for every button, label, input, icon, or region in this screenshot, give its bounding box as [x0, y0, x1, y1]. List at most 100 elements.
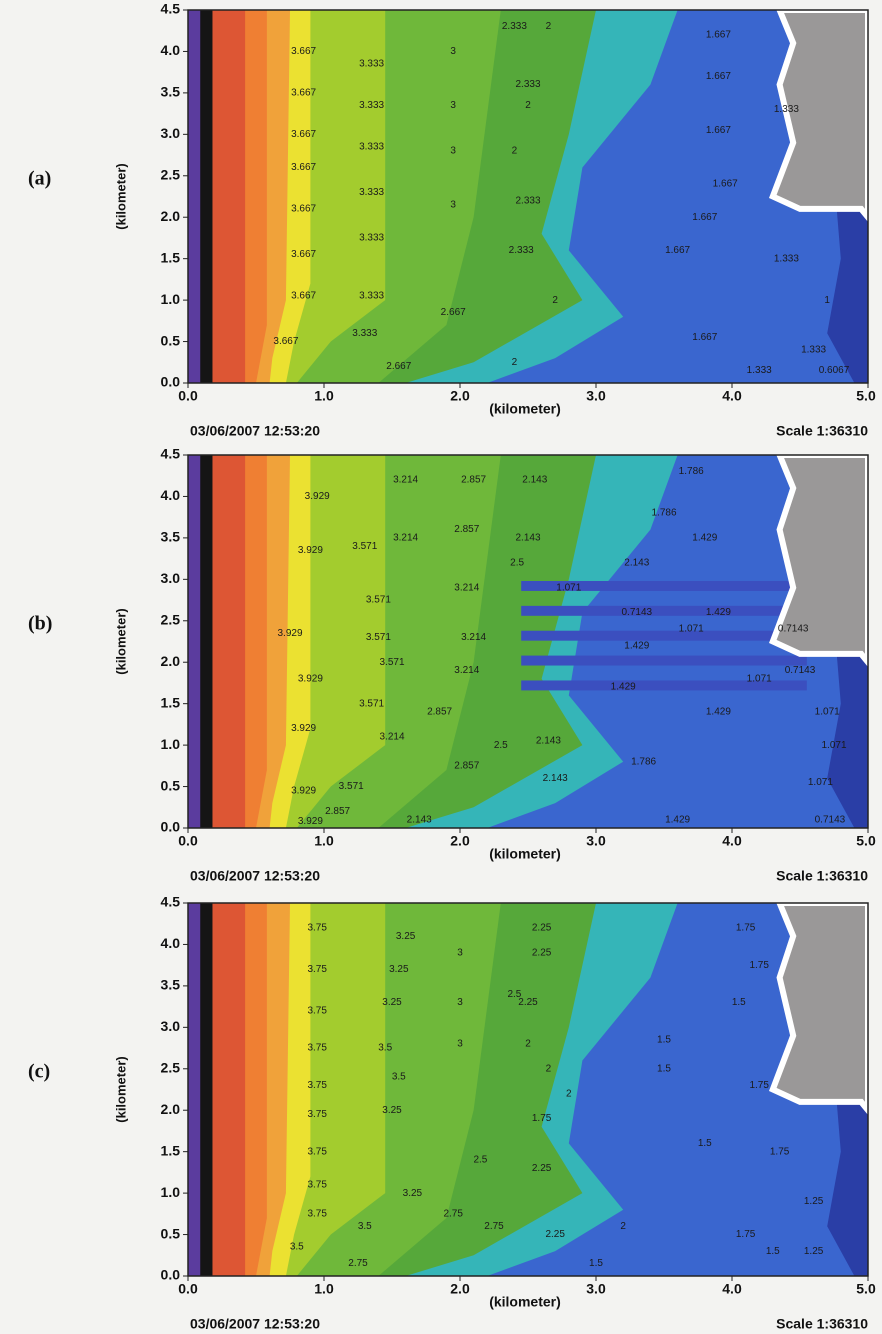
y-tick-label: 1.0 [161, 291, 181, 307]
contour-label: 2.857 [427, 707, 452, 718]
contour-label: 3.214 [379, 731, 404, 742]
contour-label: 1.786 [651, 508, 676, 519]
stripe [521, 606, 807, 616]
contour-label: 2.857 [461, 475, 486, 486]
contour-label: 1.667 [713, 179, 738, 190]
y-tick-label: 0.0 [161, 819, 181, 835]
contour-label: 0.6067 [819, 365, 850, 376]
contour-label: 3.929 [298, 545, 323, 556]
panel-label: (a) [28, 168, 51, 190]
y-tick-label: 3.0 [161, 125, 181, 141]
contour-label: 2.143 [624, 557, 649, 568]
contour-label: 1.5 [657, 1063, 671, 1074]
x-tick-label: 0.0 [178, 388, 198, 404]
contour-field [188, 455, 868, 828]
contour-label: 3.667 [291, 88, 316, 99]
contour-label: 2.143 [536, 736, 561, 747]
contour-label: 1.429 [706, 707, 731, 718]
x-tick-label: 3.0 [586, 833, 606, 849]
contour-label: 3.667 [291, 291, 316, 302]
contour-label: 2.143 [522, 475, 547, 486]
y-axis-label: (kilometer) [113, 608, 128, 674]
contour-label: 3.5 [358, 1221, 372, 1232]
contour-label: 3.75 [307, 1179, 327, 1190]
contour-label: 1.071 [808, 777, 833, 788]
panel: 3.753.753.753.753.753.753.753.753.753.53… [28, 894, 876, 1332]
contour-label: 0.7143 [778, 624, 809, 635]
x-tick-label: 0.0 [178, 1281, 198, 1297]
contour-label: 3.333 [359, 233, 384, 244]
contour-label: 3.571 [379, 657, 404, 668]
contour-label: 2 [546, 1063, 552, 1074]
contour-label: 3.929 [277, 628, 302, 639]
contour-label: 2 [566, 1088, 572, 1099]
contour-label: 1.071 [821, 740, 846, 751]
contour-label: 1.75 [736, 1229, 756, 1240]
scale: Scale 1:36310 [776, 423, 868, 439]
contour-label: 3.667 [291, 162, 316, 173]
panel: 3.6673.6673.6673.6673.6673.6673.6673.667… [28, 1, 876, 439]
contour-label: 2.333 [515, 79, 540, 90]
contour-label: 3.667 [291, 46, 316, 57]
contour-label: 2.75 [484, 1221, 504, 1232]
y-tick-label: 3.5 [161, 977, 181, 993]
contour-label: 1.429 [665, 814, 690, 825]
contour-label: 1.667 [706, 71, 731, 82]
contour-label: 3.571 [359, 698, 384, 709]
contour-label: 3 [457, 947, 463, 958]
contour-label: 3 [450, 46, 456, 57]
contour-label: 1.75 [770, 1146, 790, 1157]
contour-label: 1.429 [624, 640, 649, 651]
y-tick-label: 0.5 [161, 332, 181, 348]
timestamp: 03/06/2007 12:53:20 [190, 1316, 320, 1332]
contour-label: 3.333 [359, 291, 384, 302]
contour-label: 3.667 [273, 336, 298, 347]
contour-label: 2 [546, 21, 552, 32]
contour-label: 1.25 [804, 1246, 824, 1257]
contour-label: 2.25 [532, 947, 552, 958]
contour-label: 3.75 [307, 1109, 327, 1120]
x-tick-label: 5.0 [856, 388, 876, 404]
panel-label: (b) [28, 613, 52, 635]
contour-label: 1.25 [804, 1196, 824, 1207]
contour-label: 3 [457, 997, 463, 1008]
contour-label: 3 [450, 199, 456, 210]
contour-label: 3.333 [359, 187, 384, 198]
y-tick-label: 2.5 [161, 166, 181, 182]
y-tick-label: 3.5 [161, 529, 181, 545]
contour-label: 2 [512, 146, 518, 157]
contour-label: 2.333 [515, 195, 540, 206]
contour-label: 3.214 [393, 475, 418, 486]
contour-label: 3.667 [291, 204, 316, 215]
x-axis-label: (kilometer) [489, 846, 561, 862]
color-band [188, 10, 200, 383]
contour-label: 3.75 [307, 1080, 327, 1091]
contour-label: 3.75 [307, 1005, 327, 1016]
x-axis-label: (kilometer) [489, 1294, 561, 1310]
color-band [188, 903, 200, 1276]
y-tick-label: 1.5 [161, 1142, 181, 1158]
contour-label: 3.75 [307, 1208, 327, 1219]
y-tick-label: 0.5 [161, 777, 181, 793]
x-tick-label: 3.0 [586, 388, 606, 404]
x-tick-label: 0.0 [178, 833, 198, 849]
contour-label: 2.667 [386, 361, 411, 372]
contour-label: 1.5 [766, 1246, 780, 1257]
y-axis-label: (kilometer) [113, 1056, 128, 1122]
y-tick-label: 4.5 [161, 894, 181, 910]
contour-label: 2.143 [515, 533, 540, 544]
contour-label: 1.75 [736, 923, 756, 934]
contour-label: 3.214 [454, 582, 479, 593]
contour-label: 3.333 [359, 141, 384, 152]
x-tick-label: 4.0 [722, 388, 742, 404]
x-tick-label: 5.0 [856, 1281, 876, 1297]
contour-label: 2.857 [454, 760, 479, 771]
contour-label: 3.929 [298, 673, 323, 684]
timestamp: 03/06/2007 12:53:20 [190, 423, 320, 439]
contour-label: 3.25 [382, 997, 402, 1008]
contour-label: 3.571 [339, 781, 364, 792]
contour-label: 0.7143 [622, 607, 653, 618]
contour-label: 2.333 [509, 245, 534, 256]
contour-label: 1.071 [747, 673, 772, 684]
contour-label: 3.25 [403, 1188, 423, 1199]
